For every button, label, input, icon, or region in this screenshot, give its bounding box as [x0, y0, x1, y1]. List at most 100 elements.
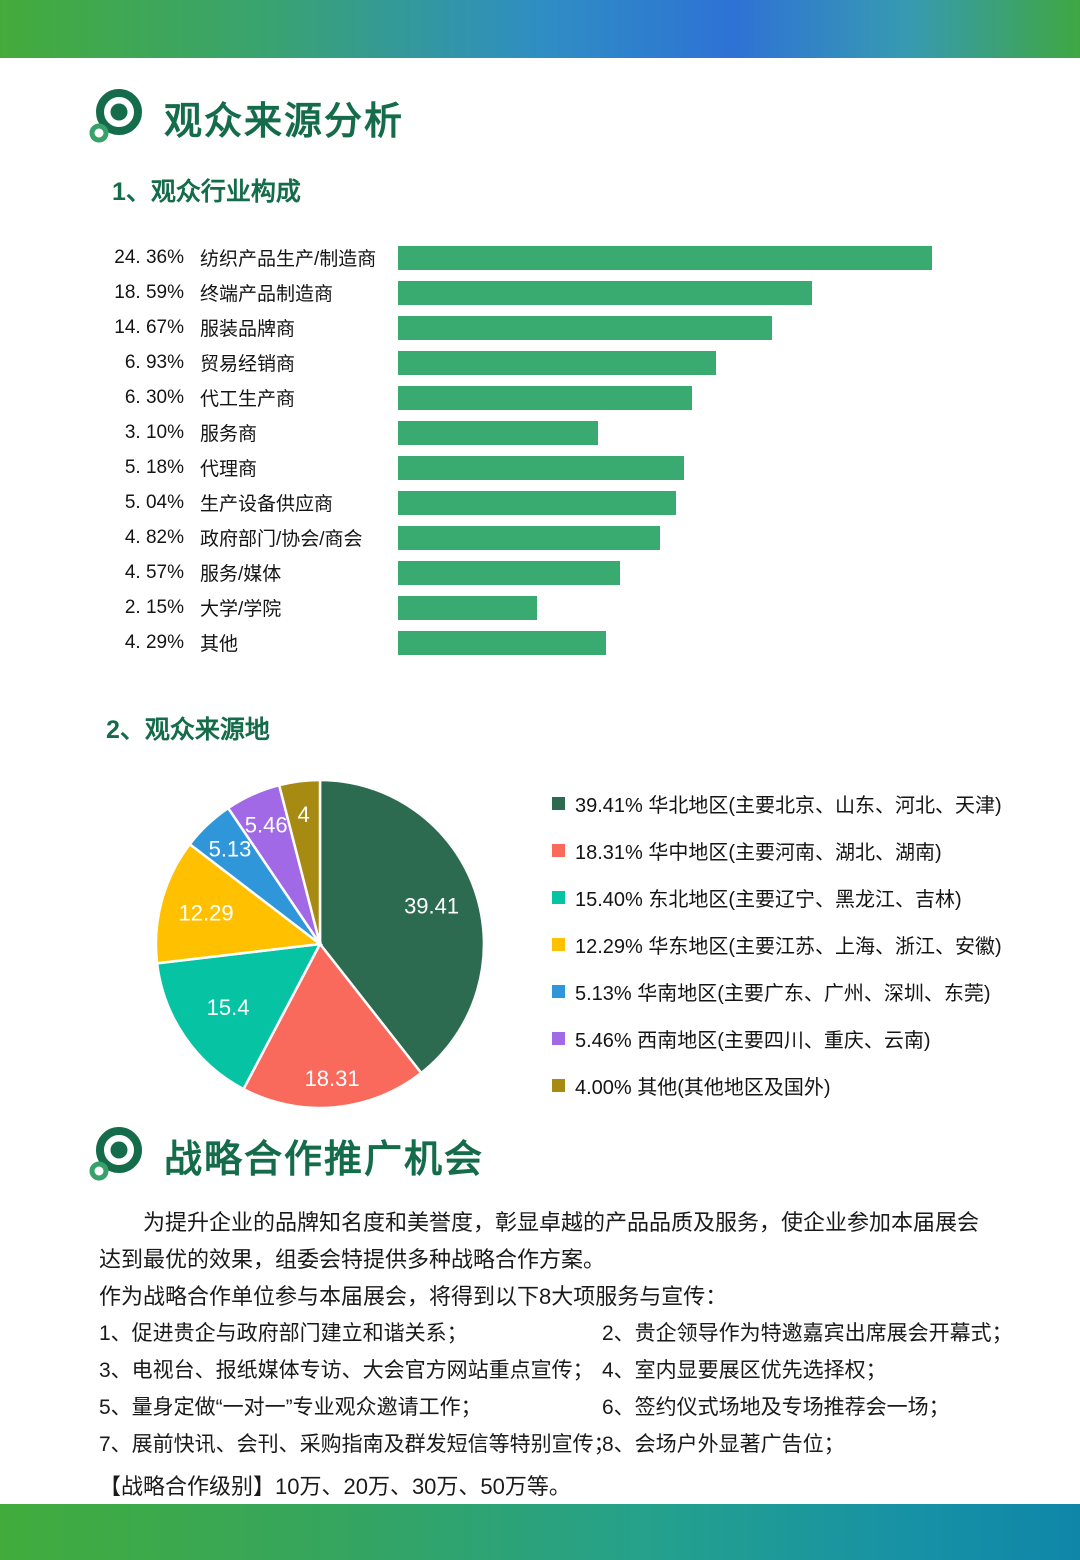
industry-bar-row-11: 2. 15% 大学/学院	[112, 590, 932, 625]
legend-marker	[552, 844, 565, 857]
bar-track	[398, 490, 932, 515]
top-gradient-bar	[0, 0, 1080, 58]
legend-marker	[552, 891, 565, 904]
coop-levels-line: 【战略合作级别】10万、20万、30万、50万等。	[99, 1474, 571, 1499]
bar-category-label: 代理商	[200, 459, 258, 480]
page-content: 观众来源分析 1、观众行业构成 24. 36% 纺织产品生产/制造商 18. 59%…	[0, 58, 1080, 1505]
coop-section-title: 战略合作推广机会	[164, 1138, 485, 1181]
industry-bar-row-3: 14. 67% 服装品牌商	[112, 310, 932, 345]
bar-track	[398, 595, 932, 620]
region-pie-chart: 39.41 18.31 15.4 12.29 5.135.46 4	[154, 778, 486, 1110]
bar-category-label: 代工生产商	[200, 389, 296, 410]
legend-label: 5.46% 西南地区(主要四川、重庆、云南)	[575, 1030, 931, 1052]
industry-bar-row-9: 4. 82% 政府部门/协会/商会	[112, 520, 932, 555]
bar-category-label: 服务商	[200, 424, 258, 445]
bar-value-label: 5. 04%	[124, 491, 184, 513]
bar-category-label: 服装品牌商	[200, 319, 296, 340]
pie-slice-label: 12.29	[179, 901, 234, 926]
industry-bar-row-1: 24. 36% 纺织产品生产/制造商	[112, 240, 932, 275]
bar-fill	[398, 420, 599, 445]
bar-fill	[398, 350, 716, 375]
target-logo-icon	[89, 89, 142, 143]
legend-item-4: 12.29% 华东地区(主要江苏、上海、浙江、安徽)	[552, 921, 1002, 968]
bar-track	[398, 455, 932, 480]
bar-value-label: 14. 67%	[114, 316, 184, 338]
bar-value-label: 24. 36%	[114, 246, 184, 268]
bar-fill	[398, 630, 607, 655]
region-legend: 39.41% 华北地区(主要北京、山东、河北、天津) 18.31% 华中地区(主要…	[552, 780, 1002, 1109]
bar-fill	[398, 455, 684, 480]
pie-slice-3	[155, 942, 323, 1091]
industry-bar-row-4: 6. 93% 贸易经销商	[112, 345, 932, 380]
legend-label: 18.31% 华中地区(主要河南、湖北、湖南)	[575, 842, 942, 864]
pie-slice-7	[277, 778, 322, 945]
bar-track	[398, 525, 932, 550]
bottom-gradient-bar	[0, 1504, 1080, 1560]
bar-value-label: 5. 18%	[124, 456, 184, 478]
industry-subheading: 1、观众行业构成	[112, 178, 301, 206]
pie-slice-label: 4	[297, 802, 309, 827]
bar-fill	[398, 245, 932, 270]
legend-item-1: 39.41% 华北地区(主要北京、山东、河北、天津)	[552, 780, 1002, 827]
pie-slice-4	[154, 842, 324, 965]
legend-label: 15.40% 东北地区(主要辽宁、黑龙江、吉林)	[575, 889, 962, 911]
bar-value-label: 4. 29%	[124, 631, 184, 653]
legend-item-3: 15.40% 东北地区(主要辽宁、黑龙江、吉林)	[552, 874, 1002, 921]
pie-slice-label: 5.13	[209, 837, 252, 862]
service-item-2: 2、贵企领导作为特邀嘉宾出席展会开幕式；	[602, 1322, 1013, 1345]
bar-category-label: 大学/学院	[200, 599, 282, 620]
service-item-7: 7、展前快讯、会刊、采购指南及群发短信等特别宣传；	[99, 1433, 615, 1456]
bar-category-label: 终端产品制造商	[200, 284, 334, 305]
legend-item-5: 5.13% 华南地区(主要广东、广州、深圳、东莞)	[552, 968, 1002, 1015]
bar-fill	[398, 560, 620, 585]
bar-value-label: 2. 15%	[124, 596, 184, 618]
region-chart-block: 39.41 18.31 15.4 12.29 5.13 5.46 4 39.41% 华北地区…	[152, 776, 1080, 1112]
bar-category-label: 纺织产品生产/制造商	[200, 249, 377, 270]
bar-fill	[398, 315, 772, 340]
service-item-5: 5、量身定做“一对一”专业观众邀请工作；	[99, 1396, 482, 1419]
bar-fill	[398, 490, 676, 515]
bar-category-label: 贸易经销商	[200, 354, 296, 375]
bar-fill	[398, 525, 660, 550]
bar-value-label: 4. 57%	[124, 561, 184, 583]
legend-marker	[552, 1032, 565, 1045]
bar-track	[398, 245, 932, 270]
legend-marker	[552, 985, 565, 998]
pie-slice-label: 18.31	[305, 1066, 360, 1091]
bar-track	[398, 350, 932, 375]
audience-section-header: 观众来源分析	[88, 88, 1080, 146]
industry-bar-row-12: 4. 29% 其他	[112, 625, 932, 660]
bar-track	[398, 385, 932, 410]
bar-track	[398, 315, 932, 340]
pie-slice-label: 5.46	[245, 812, 288, 837]
bar-fill	[398, 280, 812, 305]
bar-fill	[398, 385, 692, 410]
legend-item-7: 4.00% 其他(其他地区及国外)	[552, 1062, 1002, 1109]
bar-value-label: 4. 82%	[124, 526, 184, 548]
legend-label: 4.00% 其他(其他地区及国外)	[575, 1077, 831, 1099]
pie-slice-label: 39.41	[404, 893, 459, 918]
bar-fill	[398, 595, 537, 620]
legend-item-2: 18.31% 华中地区(主要河南、湖北、湖南)	[552, 827, 1002, 874]
coop-body: 为提升企业的品牌知名度和美誉度，彰显卓越的产品品质及服务，使企业参加本届展会达到…	[99, 1204, 985, 1315]
legend-label: 12.29% 华东地区(主要江苏、上海、浙江、安徽)	[575, 936, 1002, 958]
legend-marker	[552, 797, 565, 810]
industry-bar-row-6: 3. 10% 服务商	[112, 415, 932, 450]
coop-lead-paragraph: 作为战略合作单位参与本届展会，将得到以下8大项服务与宣传：	[99, 1284, 728, 1309]
industry-bar-chart: 24. 36% 纺织产品生产/制造商 18. 59% 终端产品制造商 14. 67% 服装…	[112, 240, 932, 660]
bar-value-label: 6. 93%	[124, 351, 184, 373]
audience-section-title: 观众来源分析	[164, 100, 405, 143]
coop-intro-paragraph: 为提升企业的品牌知名度和美誉度，彰显卓越的产品品质及服务，使企业参加本届展会达到…	[99, 1210, 980, 1272]
pie-slice-1	[318, 778, 486, 1075]
bar-value-label: 6. 30%	[124, 386, 184, 408]
coop-section-header: 战略合作推广机会	[88, 1126, 1080, 1184]
service-item-1: 1、促进贵企与政府部门建立和谐关系；	[99, 1322, 468, 1345]
industry-bar-row-7: 5. 18% 代理商	[112, 450, 932, 485]
target-logo-icon	[89, 1127, 142, 1181]
legend-marker	[552, 938, 565, 951]
services-list: 1、促进贵企与政府部门建立和谐关系； 2、贵企领导作为特邀嘉宾出席展会开幕式； 3、…	[99, 1315, 1013, 1463]
industry-bar-row-2: 18. 59% 终端产品制造商	[112, 275, 932, 310]
bar-value-label: 18. 59%	[114, 281, 184, 303]
legend-label: 39.41% 华北地区(主要北京、山东、河北、天津)	[575, 795, 1002, 817]
